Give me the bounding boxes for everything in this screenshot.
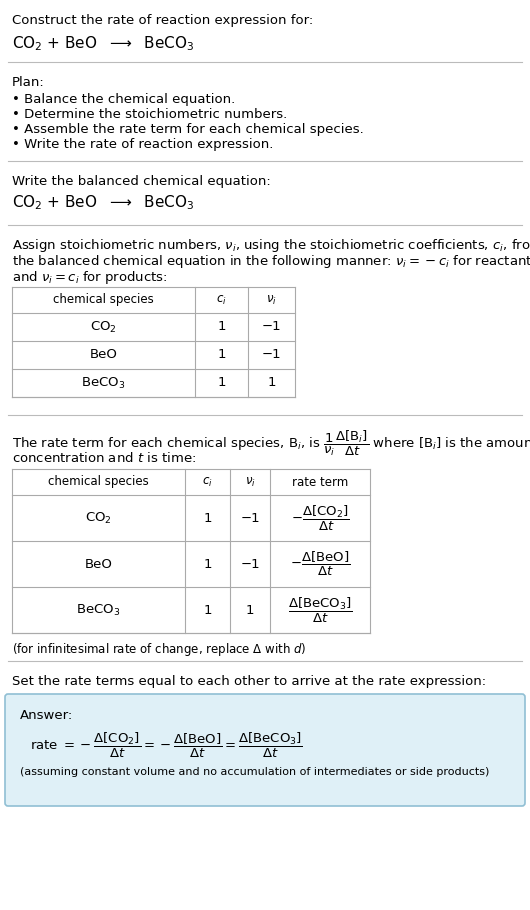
Text: −1: −1 xyxy=(240,558,260,571)
Text: $c_i$: $c_i$ xyxy=(216,293,227,307)
Text: • Assemble the rate term for each chemical species.: • Assemble the rate term for each chemic… xyxy=(12,123,364,136)
Text: Plan:: Plan: xyxy=(12,76,45,89)
Text: • Write the rate of reaction expression.: • Write the rate of reaction expression. xyxy=(12,138,273,151)
Text: $\nu_i$: $\nu_i$ xyxy=(266,293,277,307)
Text: $\dfrac{\Delta[\mathrm{BeCO_3}]}{\Delta t}$: $\dfrac{\Delta[\mathrm{BeCO_3}]}{\Delta … xyxy=(288,595,352,624)
Text: −1: −1 xyxy=(240,511,260,524)
Text: 1: 1 xyxy=(267,377,276,389)
Text: −1: −1 xyxy=(262,349,281,361)
Text: $\nu_i$: $\nu_i$ xyxy=(244,475,255,489)
Text: 1: 1 xyxy=(203,511,212,524)
Text: 1: 1 xyxy=(217,377,226,389)
Text: (assuming constant volume and no accumulation of intermediates or side products): (assuming constant volume and no accumul… xyxy=(20,767,489,777)
Text: $\mathrm{CO_2}$: $\mathrm{CO_2}$ xyxy=(85,511,112,526)
Text: $-\dfrac{\Delta[\mathrm{BeO}]}{\Delta t}$: $-\dfrac{\Delta[\mathrm{BeO}]}{\Delta t}… xyxy=(290,550,350,578)
Text: 1: 1 xyxy=(217,349,226,361)
Text: rate term: rate term xyxy=(292,476,348,489)
Text: $c_i$: $c_i$ xyxy=(202,475,213,489)
Text: $\mathrm{CO_2}$ + BeO  $\longrightarrow$  $\mathrm{BeCO_3}$: $\mathrm{CO_2}$ + BeO $\longrightarrow$ … xyxy=(12,193,194,212)
Text: concentration and $t$ is time:: concentration and $t$ is time: xyxy=(12,451,196,465)
Text: Assign stoichiometric numbers, $\nu_i$, using the stoichiometric coefficients, $: Assign stoichiometric numbers, $\nu_i$, … xyxy=(12,237,530,254)
Text: $-\dfrac{\Delta[\mathrm{CO_2}]}{\Delta t}$: $-\dfrac{\Delta[\mathrm{CO_2}]}{\Delta t… xyxy=(291,503,349,532)
Text: $\mathrm{CO_2}$ + BeO  $\longrightarrow$  $\mathrm{BeCO_3}$: $\mathrm{CO_2}$ + BeO $\longrightarrow$ … xyxy=(12,34,194,53)
Text: −1: −1 xyxy=(262,320,281,333)
Text: BeO: BeO xyxy=(90,349,118,361)
Text: 1: 1 xyxy=(203,558,212,571)
FancyBboxPatch shape xyxy=(5,694,525,806)
Text: 1: 1 xyxy=(203,603,212,616)
Text: $\mathrm{CO_2}$: $\mathrm{CO_2}$ xyxy=(90,319,117,335)
Text: chemical species: chemical species xyxy=(48,476,149,489)
Text: Set the rate terms equal to each other to arrive at the rate expression:: Set the rate terms equal to each other t… xyxy=(12,675,486,688)
Text: Write the balanced chemical equation:: Write the balanced chemical equation: xyxy=(12,175,271,188)
Text: (for infinitesimal rate of change, replace Δ with $d$): (for infinitesimal rate of change, repla… xyxy=(12,641,306,658)
Text: rate $= -\dfrac{\Delta[\mathrm{CO_2}]}{\Delta t} = -\dfrac{\Delta[\mathrm{BeO}]}: rate $= -\dfrac{\Delta[\mathrm{CO_2}]}{\… xyxy=(30,731,303,760)
Text: The rate term for each chemical species, $\mathrm{B}_i$, is $\dfrac{1}{\nu_i}\df: The rate term for each chemical species,… xyxy=(12,429,530,459)
Text: $\mathrm{BeCO_3}$: $\mathrm{BeCO_3}$ xyxy=(76,602,121,618)
Text: BeO: BeO xyxy=(85,558,112,571)
Text: 1: 1 xyxy=(217,320,226,333)
Text: $\mathrm{BeCO_3}$: $\mathrm{BeCO_3}$ xyxy=(82,376,126,390)
Text: • Balance the chemical equation.: • Balance the chemical equation. xyxy=(12,93,235,106)
Text: • Determine the stoichiometric numbers.: • Determine the stoichiometric numbers. xyxy=(12,108,287,121)
Text: and $\nu_i = c_i$ for products:: and $\nu_i = c_i$ for products: xyxy=(12,269,167,286)
Text: chemical species: chemical species xyxy=(53,294,154,307)
Text: Construct the rate of reaction expression for:: Construct the rate of reaction expressio… xyxy=(12,14,313,27)
Text: 1: 1 xyxy=(246,603,254,616)
Text: Answer:: Answer: xyxy=(20,709,73,722)
Text: the balanced chemical equation in the following manner: $\nu_i = -c_i$ for react: the balanced chemical equation in the fo… xyxy=(12,253,530,270)
